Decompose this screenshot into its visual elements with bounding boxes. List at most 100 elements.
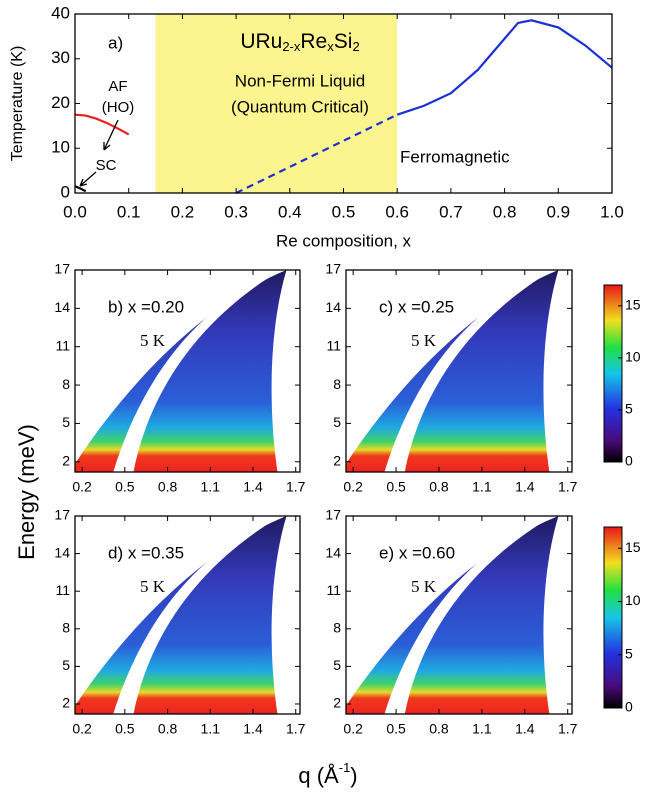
y-tick-label: 17 (325, 507, 341, 523)
x-tick-label: 0.8 (158, 479, 178, 495)
x-tick-label: 1.1 (472, 721, 492, 737)
plot-frame (345, 515, 573, 715)
x-tick-label: 0.2 (72, 479, 92, 495)
q-exponent: -1 (339, 760, 351, 775)
annotation: SC (96, 157, 117, 174)
colorbar-tick-label: 0 (625, 699, 633, 715)
x-tick-label: 0.8 (493, 202, 517, 221)
map-gap (113, 517, 278, 714)
plot-frame (345, 269, 573, 473)
y-tick-label: 2 (62, 695, 70, 711)
y-tick-label: 2 (62, 452, 70, 468)
y-tick-label: 5 (333, 657, 341, 673)
y-tick-label: 17 (54, 261, 70, 277)
plot-frame (74, 515, 301, 715)
y-axis-label: Temperature (K) (9, 46, 26, 162)
x-tick-label: 0.2 (343, 721, 363, 737)
temperature-label: 5 K (411, 577, 437, 596)
plot-frame (74, 269, 301, 473)
y-tick-label: 5 (333, 414, 341, 430)
panel-label: c) x =0.25 (379, 297, 454, 316)
series-line (235, 113, 398, 194)
temperature-label: 5 K (411, 331, 437, 350)
formula-text: URu (240, 30, 282, 53)
x-tick-label: 1.7 (286, 721, 306, 737)
q-label: q (Å (298, 763, 339, 788)
y-tick-label: 20 (51, 93, 70, 112)
x-tick-label: 0.5 (115, 479, 135, 495)
panel-label: d) x =0.35 (108, 543, 184, 562)
annotation-arrow (79, 171, 97, 187)
formula-text: Si (334, 30, 353, 53)
annotation-arrow (103, 119, 119, 151)
map-gap (113, 272, 278, 472)
x-tick-label: 0.5 (386, 721, 406, 737)
colorbar-tick-label: 5 (625, 401, 633, 417)
annotation: Non-Fermi Liquid (235, 71, 365, 90)
colorbar-tick-label: 15 (625, 297, 641, 313)
panel-label: e) x =0.60 (379, 543, 455, 562)
x-tick-label: 0.8 (158, 721, 178, 737)
y-tick-label: 30 (51, 48, 70, 67)
colorbar (603, 526, 623, 709)
temperature-label: 5 K (140, 577, 166, 596)
x-tick-label: 0.1 (117, 202, 141, 221)
annotation: AF (108, 78, 127, 95)
x-tick-label: 0.8 (429, 479, 449, 495)
x-tick-label: 1.1 (472, 479, 492, 495)
intensity-map (75, 270, 287, 472)
x-tick-label: 0.5 (332, 202, 356, 221)
y-tick-label: 14 (325, 544, 341, 560)
y-tick-label: 40 (51, 3, 70, 22)
x-tick-label: 0.5 (386, 479, 406, 495)
x-tick-label: 1.4 (243, 721, 263, 737)
annotation: (HO) (102, 99, 135, 116)
q-label-end: ) (350, 763, 357, 788)
y-tick-label: 11 (326, 582, 341, 598)
energy-axis-label: Energy (meV) (14, 424, 39, 560)
panel-label: a) (108, 33, 123, 52)
colorbar-tick-label: 15 (625, 539, 641, 555)
y-tick-label: 11 (55, 582, 70, 598)
x-tick-label: 1.7 (286, 479, 306, 495)
formula-subscript: 2 (352, 39, 359, 54)
x-tick-label: 1.1 (201, 721, 221, 737)
y-tick-label: 8 (333, 619, 341, 635)
series-line (74, 113, 130, 136)
x-axis-label: Re composition, x (276, 231, 412, 250)
x-tick-label: 0.0 (63, 202, 87, 221)
y-tick-label: 10 (51, 138, 70, 157)
y-tick-label: 17 (325, 261, 341, 277)
x-tick-label: 0.8 (429, 721, 449, 737)
intensity-map (346, 516, 559, 714)
colorbar-tick-label: 10 (625, 349, 641, 365)
y-tick-label: 8 (62, 376, 70, 392)
colorbar-tick-label: 10 (625, 592, 641, 608)
y-tick-label: 11 (55, 337, 70, 353)
temperature-label: 5 K (140, 331, 166, 350)
plot-frame (74, 13, 613, 194)
formula-subscript: x (327, 39, 334, 54)
y-tick-label: 0 (61, 182, 70, 201)
x-tick-label: 1.4 (243, 479, 263, 495)
formula-subscript: 2-x (282, 39, 301, 54)
y-tick-label: 5 (62, 414, 70, 430)
x-tick-label: 1.7 (558, 479, 578, 495)
y-tick-label: 14 (54, 299, 70, 315)
x-tick-label: 0.2 (343, 479, 363, 495)
q-axis-label: q (Å-1) (298, 760, 357, 787)
colorbar-tick-label: 0 (625, 453, 633, 469)
y-tick-label: 8 (62, 619, 70, 635)
y-tick-label: 14 (54, 544, 70, 560)
x-tick-label: 0.5 (115, 721, 135, 737)
x-tick-label: 1.0 (600, 202, 624, 221)
y-tick-label: 8 (333, 376, 341, 392)
x-tick-label: 0.2 (72, 721, 92, 737)
series-line (74, 185, 87, 193)
colorbar (603, 284, 623, 463)
map-gap (384, 517, 550, 714)
x-tick-label: 1.7 (558, 721, 578, 737)
annotation: (Quantum Critical) (231, 97, 369, 116)
y-tick-label: 5 (62, 657, 70, 673)
